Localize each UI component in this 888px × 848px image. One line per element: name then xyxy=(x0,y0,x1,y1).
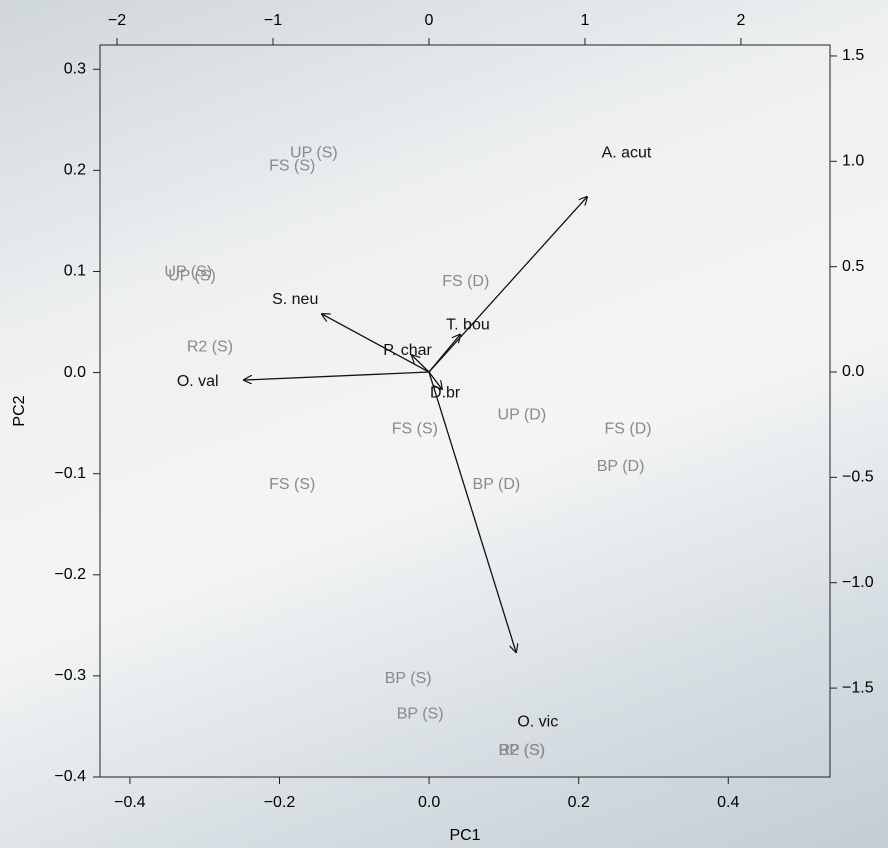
y2-tick-label: 0.5 xyxy=(842,258,864,275)
x-tick-label: 0.2 xyxy=(568,794,590,811)
sample-label: BP (D) xyxy=(473,476,521,493)
y-tick-label: −0.2 xyxy=(54,566,86,583)
plot-frame xyxy=(100,45,830,777)
y-tick-label: 0.1 xyxy=(64,263,86,280)
y2-tick-label: −0.5 xyxy=(842,469,874,486)
y-tick-label: 0.0 xyxy=(64,364,86,381)
y-tick-label: 0.2 xyxy=(64,162,86,179)
x-tick-label: 0.0 xyxy=(418,794,440,811)
x2-tick-label: −2 xyxy=(108,12,126,29)
loading-arrow xyxy=(244,372,429,380)
y-tick-label: −0.4 xyxy=(54,768,86,785)
loading-label: S. neu xyxy=(272,291,318,308)
x2-tick-label: 0 xyxy=(425,12,434,29)
y2-tick-label: 0.0 xyxy=(842,363,864,380)
chart: PC1 PC2 −0.4 −0.2 0.0 0.2 0.4 −0.4 −0.3 −0.2 −0.… xyxy=(0,0,888,848)
sample-label: BP (S) xyxy=(397,706,444,723)
sample-label: FS (S) xyxy=(392,420,438,437)
x-tick-label: −0.4 xyxy=(114,794,146,811)
loading-arrow xyxy=(429,335,460,373)
loading-label: A. acut xyxy=(602,144,652,161)
x2-tick-label: 2 xyxy=(736,12,745,29)
x-tick-label: −0.2 xyxy=(264,794,296,811)
x2-tick-label: −1 xyxy=(264,12,282,29)
loading-label: D.br xyxy=(430,385,461,402)
loading-label: P. char xyxy=(383,342,432,359)
y2-tick-label: −1.5 xyxy=(842,679,874,696)
y-tick-label: −0.1 xyxy=(54,465,86,482)
sample-label: UP (D) xyxy=(498,406,547,423)
x-tick-label: 0.4 xyxy=(717,794,739,811)
y-axis-label: PC2 xyxy=(11,395,28,426)
sample-label: FS (S) xyxy=(269,158,315,175)
sample-label: R2 (S) xyxy=(187,339,233,356)
loading-label: O. vic xyxy=(517,713,558,730)
sample-label: BP (S) xyxy=(385,670,432,687)
sample-label: FS (D) xyxy=(604,420,651,437)
y2-tick-label: 1.5 xyxy=(842,47,864,64)
x-axis-label: PC1 xyxy=(449,827,480,844)
sample-label: FS (S) xyxy=(269,476,315,493)
sample-label: BP (D) xyxy=(597,458,645,475)
sample-label: UP (S) xyxy=(168,268,216,285)
y-tick-label: 0.3 xyxy=(64,60,86,77)
x2-tick-label: 1 xyxy=(580,12,589,29)
y2-tick-label: −1.0 xyxy=(842,574,874,591)
loading-label: O. val xyxy=(177,373,219,390)
sample-label: FS (D) xyxy=(442,273,489,290)
y2-tick-label: 1.0 xyxy=(842,153,864,170)
loading-label: T. bou xyxy=(446,316,490,333)
y-tick-label: −0.3 xyxy=(54,667,86,684)
sample-label: R2 (S) xyxy=(499,742,545,759)
